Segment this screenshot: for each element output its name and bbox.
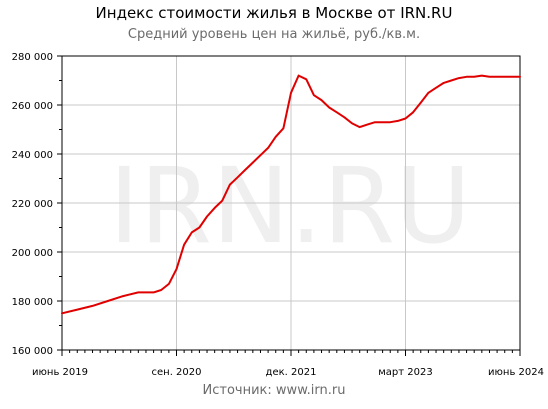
x-tick-label: дек. 2021 [266, 367, 317, 378]
y-tick-label: 200 000 [12, 248, 53, 259]
x-tick-label: июнь 2019 [32, 367, 88, 378]
x-axis: июнь 2019 сен. 2020 дек. 2021 март 2023 июнь… [32, 350, 544, 378]
y-tick-label: 180 000 [12, 297, 53, 308]
y-axis: 160 000 180 000 200 000 220 000 240 000 260 0… [12, 52, 62, 357]
x-tick-label: июнь 2024 [488, 367, 544, 378]
series-line [61, 74, 521, 315]
series-group [61, 74, 521, 315]
grid-lines [62, 56, 520, 350]
y-tick-label: 160 000 [12, 346, 53, 357]
watermark-text: IRN.RU [109, 145, 471, 267]
x-tick-label: сен. 2020 [152, 367, 202, 378]
y-tick-label: 260 000 [12, 101, 53, 112]
y-tick-label: 280 000 [12, 52, 53, 63]
y-tick-label: 240 000 [12, 150, 53, 161]
y-tick-label: 220 000 [12, 199, 53, 210]
chart-subtitle: Средний уровень цен на жильё, руб./кв.м. [127, 27, 421, 42]
source-note: Источник: www.irn.ru [202, 383, 346, 398]
x-tick-label: март 2023 [378, 367, 432, 378]
chart-title: Индекс стоимости жилья в Москве от IRN.R… [95, 4, 453, 22]
